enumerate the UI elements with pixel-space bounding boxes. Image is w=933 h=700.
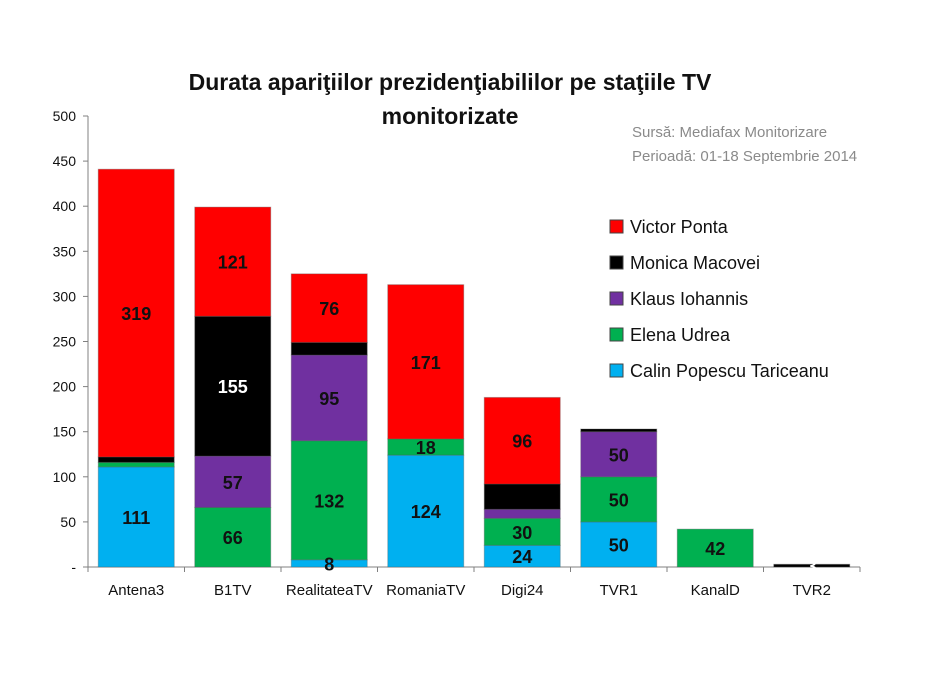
bar-segment	[194, 315, 272, 457]
data-label: 57	[223, 473, 243, 493]
source-label: Sursă: Mediafax Monitorizare	[632, 124, 827, 141]
x-tick-label: B1TV	[214, 582, 252, 599]
bar-segment	[194, 455, 272, 508]
x-axis: Antena3 B1TV RealitateaTV RomaniaTV Digi24 TV…	[87, 566, 861, 599]
y-tick-label: 500	[53, 108, 77, 124]
x-tick-label: TVR2	[793, 582, 831, 599]
chart-title-line2: monitorizate	[382, 103, 519, 129]
legend-swatch	[609, 291, 624, 306]
x-tick-label: Digi24	[501, 582, 544, 599]
data-label: 30	[512, 523, 532, 543]
data-label: 111	[122, 508, 150, 528]
bar-segment	[290, 354, 368, 442]
legend-swatch	[609, 219, 624, 234]
bar-segment	[387, 284, 465, 440]
bar-segment	[483, 517, 561, 546]
data-label: 18	[416, 438, 436, 458]
legend-label: Klaus Iohannis	[630, 289, 748, 309]
bar-segment	[580, 428, 658, 433]
legend-swatch	[609, 255, 624, 270]
bar-segment	[580, 521, 658, 568]
x-tick-label: Antena3	[108, 582, 164, 599]
data-label: 95	[319, 389, 339, 409]
x-tick-label: KanalD	[691, 582, 740, 599]
y-axis: - 50 100 150 200 250 300 350 400 450 500	[53, 108, 89, 575]
data-label: 42	[705, 539, 725, 559]
y-tick-label: 400	[53, 198, 77, 214]
y-tick-label: 450	[53, 153, 77, 169]
bar-segment	[97, 466, 175, 568]
data-label: 50	[609, 535, 629, 555]
y-tick-label: 150	[53, 424, 77, 440]
period-label: Perioadă: 01-18 Septembrie 2014	[632, 148, 857, 165]
data-label: 24	[512, 547, 532, 567]
data-label: 66	[223, 528, 243, 548]
bar-segment	[290, 440, 368, 561]
bar-segment	[387, 454, 465, 568]
bar-segment	[194, 206, 272, 317]
bar-segment	[773, 563, 851, 568]
data-label: 76	[319, 299, 339, 319]
y-tick-label: -	[71, 559, 76, 575]
y-tick-label: 350	[53, 243, 77, 259]
legend-swatch	[609, 327, 624, 342]
bar-segment	[97, 461, 175, 468]
bar-segment	[97, 456, 175, 463]
bar-segment	[483, 396, 561, 485]
x-tick-label: RomaniaTV	[386, 582, 465, 599]
legend-swatch	[609, 363, 624, 378]
bar-segment	[290, 341, 368, 356]
bars: 111 8 124 24 50 66 132 18 30 50 42 57 95 50 155 3 319 121…	[97, 168, 851, 577]
legend-label: Monica Macovei	[630, 253, 760, 273]
bar-segment	[290, 273, 368, 343]
data-label: 155	[218, 377, 248, 397]
data-label: 132	[314, 491, 344, 511]
bar-segment	[483, 483, 561, 510]
bar-segment	[676, 528, 754, 568]
legend-label: Elena Udrea	[630, 325, 731, 345]
data-label: 171	[411, 353, 441, 373]
y-tick-label: 200	[53, 379, 77, 395]
y-tick-label: 100	[53, 469, 77, 485]
data-label: 3	[807, 557, 817, 577]
x-tick-label: RealitateaTV	[286, 582, 373, 599]
y-tick-label: 300	[53, 288, 77, 304]
data-label: 124	[411, 502, 441, 522]
bar-segment	[483, 508, 561, 519]
legend-label: Victor Ponta	[630, 217, 729, 237]
legend: Victor Ponta Monica Macovei Klaus Iohannis…	[609, 217, 829, 381]
data-label: 96	[512, 432, 532, 452]
y-tick-label: 50	[60, 514, 76, 530]
data-label: 319	[121, 304, 151, 324]
x-tick-label: TVR1	[600, 582, 638, 599]
bar-segment	[97, 168, 175, 458]
bar-segment	[580, 431, 658, 478]
chart-title-line1: Durata apariţiilor prezidenţiabililor pe…	[189, 69, 712, 95]
legend-label: Calin Popescu Tariceanu	[630, 361, 829, 381]
y-tick-label: 250	[53, 334, 77, 350]
data-label: 121	[218, 253, 248, 273]
data-label: 50	[609, 490, 629, 510]
bar-segment	[580, 476, 658, 523]
data-label: 8	[324, 554, 334, 574]
bar-segment	[194, 506, 272, 568]
data-label: 50	[609, 445, 629, 465]
